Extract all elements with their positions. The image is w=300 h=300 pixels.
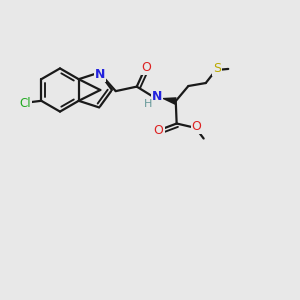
Text: O: O	[191, 120, 201, 133]
Text: S: S	[213, 62, 221, 75]
Text: Cl: Cl	[19, 97, 31, 110]
Polygon shape	[161, 97, 176, 105]
Text: H: H	[144, 99, 152, 109]
Text: O: O	[142, 61, 152, 74]
Text: N: N	[95, 68, 105, 81]
Text: N: N	[152, 90, 162, 103]
Text: O: O	[154, 124, 164, 137]
